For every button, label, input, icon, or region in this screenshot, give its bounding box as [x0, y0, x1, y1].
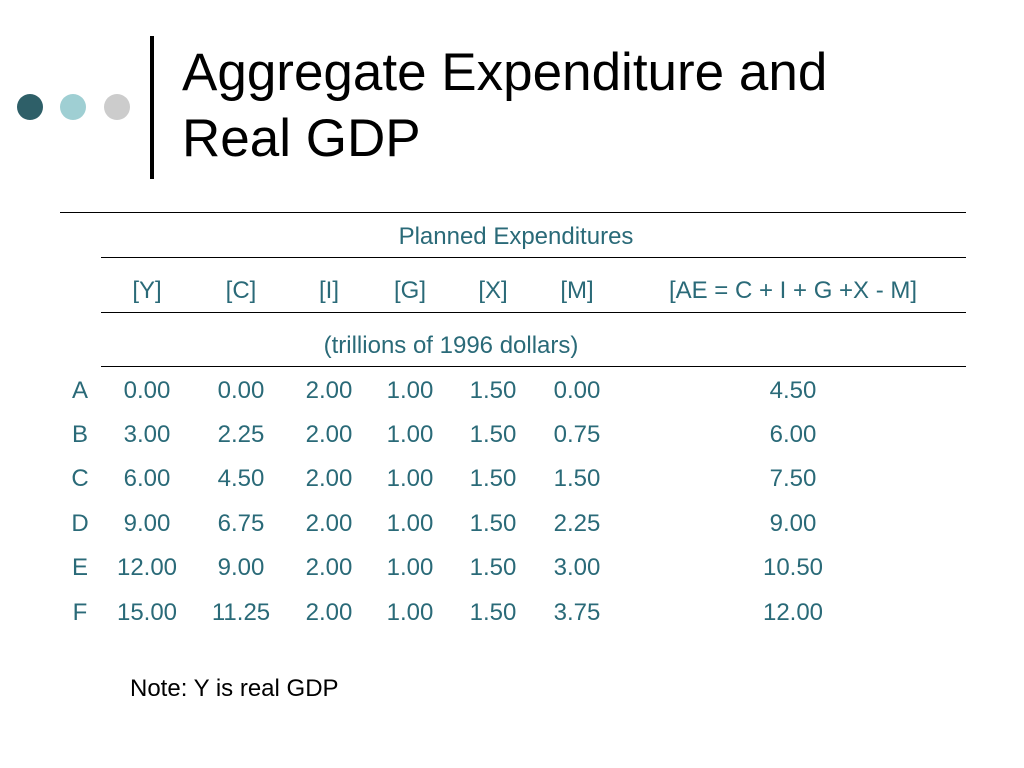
table-group-header: Planned Expenditures: [398, 223, 634, 250]
bullet-dot-gray-icon: [104, 94, 130, 120]
table-cell: 1.50: [469, 599, 517, 626]
table-cell: 3.75: [553, 599, 601, 626]
table-cell: 3.00: [123, 421, 171, 448]
table-cell: 1.00: [386, 465, 434, 492]
table-cell: 9.00: [769, 510, 817, 537]
title-divider: [150, 36, 154, 179]
column-header: [X]: [478, 277, 508, 304]
table-cell: 4.50: [769, 377, 817, 404]
column-header: [Y]: [132, 277, 162, 304]
table-cell: 0.75: [553, 421, 601, 448]
table-cell: 11.25: [211, 599, 271, 626]
table-cell: 2.25: [553, 510, 601, 537]
table-cell: 1.50: [469, 421, 517, 448]
slide-title-line-2: Real GDP: [182, 109, 421, 168]
table-cell: 3.00: [553, 554, 601, 581]
table-cell: 2.00: [305, 599, 353, 626]
column-header: [M]: [560, 277, 594, 304]
row-label: F: [72, 599, 88, 626]
column-header: [I]: [318, 277, 339, 304]
table-cell: 9.00: [217, 554, 265, 581]
table-cell: 1.50: [469, 510, 517, 537]
table-cell: 1.00: [386, 510, 434, 537]
table-cell: 0.00: [217, 377, 265, 404]
table-units-rule: [101, 366, 966, 367]
table-cell: 0.00: [123, 377, 171, 404]
table-cell: 2.00: [305, 554, 353, 581]
column-header: [AE = C + I + G +X - M]: [668, 277, 918, 304]
table-cell: 1.50: [469, 465, 517, 492]
table-units: (trillions of 1996 dollars): [323, 332, 579, 359]
table-cell: 4.50: [217, 465, 265, 492]
table-cell: 15.00: [116, 599, 178, 626]
table-cell: 12.00: [762, 599, 824, 626]
table-cell: 9.00: [123, 510, 171, 537]
table-cell: 1.00: [386, 377, 434, 404]
table-cell: 2.00: [305, 510, 353, 537]
row-label: D: [71, 510, 89, 537]
bullet-dot-dark-icon: [17, 94, 43, 120]
table-cell: 10.50: [762, 554, 824, 581]
row-label: B: [71, 421, 88, 448]
row-label: A: [71, 377, 88, 404]
table-cell: 2.00: [305, 421, 353, 448]
slide-title: Aggregate Expenditure and Real GDP: [182, 40, 1002, 172]
column-header: [C]: [225, 277, 257, 304]
row-label: C: [71, 465, 89, 492]
table-cell: 0.00: [553, 377, 601, 404]
table-top-rule: [60, 212, 966, 213]
table-cell: 12.00: [116, 554, 178, 581]
table-cell: 7.50: [769, 465, 817, 492]
table-cell: 1.50: [469, 554, 517, 581]
table-cell: 1.00: [386, 599, 434, 626]
row-label: E: [71, 554, 88, 581]
table-note: Note: Y is real GDP: [130, 675, 339, 702]
table-cell: 6.00: [769, 421, 817, 448]
table-cell: 2.00: [305, 465, 353, 492]
table-columns-rule: [101, 312, 966, 313]
table-cell: 1.50: [553, 465, 601, 492]
table-cell: 1.00: [386, 554, 434, 581]
table-cell: 1.00: [386, 421, 434, 448]
column-header: [G]: [393, 277, 426, 304]
table-cell: 1.50: [469, 377, 517, 404]
table-header-rule: [101, 257, 966, 258]
table-cell: 2.25: [217, 421, 265, 448]
table-cell: 6.00: [123, 465, 171, 492]
table-cell: 6.75: [217, 510, 265, 537]
slide-title-line-1: Aggregate Expenditure and: [182, 43, 828, 102]
bullet-dot-light-icon: [60, 94, 86, 120]
table-cell: 2.00: [305, 377, 353, 404]
